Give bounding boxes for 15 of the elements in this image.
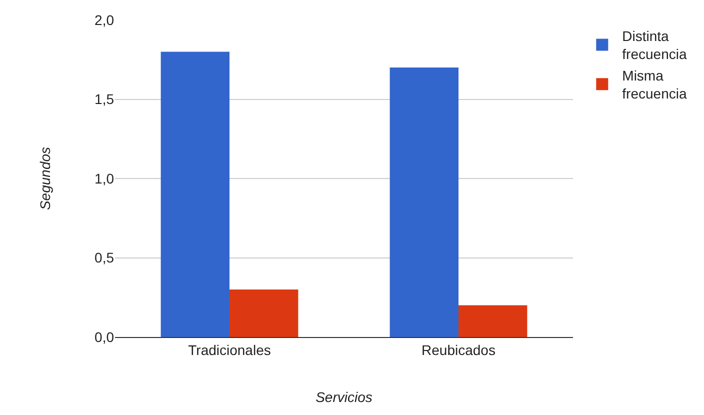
bar — [230, 289, 298, 337]
bar — [458, 305, 528, 337]
legend-label: Distinta frecuencia — [622, 28, 687, 62]
y-tick-label: 2,0 — [94, 12, 114, 28]
x-tick-label: Tradicionales — [188, 342, 271, 358]
bar — [160, 52, 230, 337]
y-tick-label: 1,0 — [94, 170, 114, 186]
x-axis-title: Servicios — [316, 389, 372, 406]
x-tick-label: Reubicados — [422, 342, 496, 358]
y-tick-label: 1,5 — [94, 91, 114, 108]
bar — [390, 68, 458, 337]
y-axis-title: Segundos — [37, 146, 54, 210]
y-tick-label: 0,5 — [94, 250, 114, 266]
y-tick-label: 0,0 — [94, 328, 114, 345]
legend-label: Misma frecuencia — [622, 67, 687, 102]
